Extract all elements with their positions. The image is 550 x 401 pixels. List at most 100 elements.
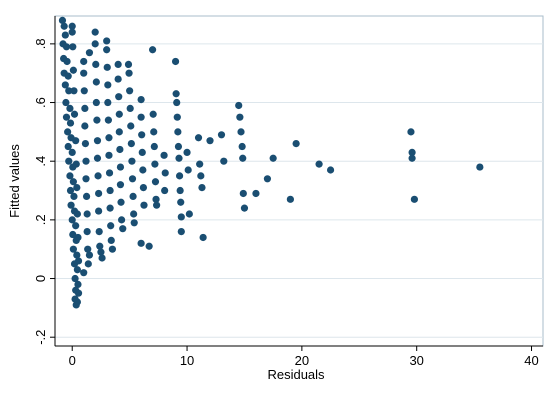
- x-tick-label: 30: [409, 353, 423, 368]
- data-point: [149, 46, 157, 54]
- data-point: [82, 192, 91, 200]
- data-point: [59, 40, 67, 48]
- data-point: [410, 195, 418, 203]
- data-point: [196, 160, 204, 168]
- data-point: [74, 257, 83, 265]
- data-point: [152, 195, 160, 203]
- x-tick-label: 20: [295, 353, 309, 368]
- data-point: [128, 157, 136, 165]
- data-point: [80, 57, 88, 66]
- data-point: [95, 228, 103, 236]
- data-point: [137, 113, 145, 121]
- data-point: [92, 98, 100, 107]
- data-point: [408, 154, 416, 162]
- data-point: [125, 69, 133, 77]
- data-point: [160, 151, 168, 159]
- data-point: [68, 22, 76, 30]
- data-point: [66, 119, 75, 127]
- data-point: [82, 157, 90, 165]
- data-point: [73, 184, 81, 192]
- data-point: [62, 113, 71, 121]
- data-point: [65, 157, 73, 165]
- data-point: [116, 163, 125, 171]
- data-point: [72, 160, 80, 168]
- data-point: [153, 201, 161, 209]
- data-point: [183, 148, 191, 156]
- data-point: [68, 216, 76, 224]
- data-point: [206, 137, 214, 145]
- data-point: [93, 116, 101, 124]
- data-point: [292, 140, 300, 148]
- data-point: [60, 69, 68, 77]
- data-point: [105, 151, 113, 159]
- data-point: [94, 172, 102, 180]
- data-point: [69, 178, 77, 186]
- data-point: [476, 163, 484, 171]
- data-point: [81, 140, 90, 148]
- data-point: [64, 128, 72, 136]
- data-point: [73, 210, 81, 218]
- data-point: [74, 280, 82, 288]
- data-point: [236, 113, 244, 121]
- data-point: [68, 28, 76, 36]
- data-point: [93, 137, 102, 145]
- data-point: [92, 60, 100, 68]
- x-axis-title: Residuals: [267, 367, 325, 382]
- data-point: [80, 69, 88, 77]
- data-point: [151, 178, 160, 186]
- data-point: [139, 184, 148, 192]
- data-point: [150, 142, 158, 151]
- data-point: [138, 148, 146, 156]
- data-point: [198, 184, 206, 192]
- data-point: [175, 172, 184, 180]
- data-point: [108, 245, 117, 253]
- data-point: [105, 169, 114, 177]
- data-point: [104, 116, 112, 124]
- data-point: [91, 40, 99, 48]
- data-point: [72, 137, 80, 145]
- data-point: [217, 131, 226, 139]
- data-point: [95, 207, 103, 215]
- data-point: [116, 145, 124, 154]
- data-point: [161, 186, 169, 195]
- data-point: [171, 57, 180, 66]
- data-point: [239, 189, 247, 198]
- y-tick-label: .2: [33, 214, 48, 225]
- data-point: [119, 225, 127, 233]
- data-point: [82, 175, 90, 183]
- data-point: [92, 78, 100, 86]
- data-point: [107, 236, 115, 244]
- data-point: [91, 28, 99, 36]
- data-point: [70, 110, 79, 118]
- data-point: [128, 175, 137, 183]
- data-point: [269, 154, 277, 162]
- data-point: [95, 189, 103, 198]
- data-point: [97, 248, 105, 256]
- data-point: [98, 254, 106, 262]
- data-point: [238, 142, 246, 151]
- y-tick-label: .6: [33, 97, 48, 108]
- x-tick-label: 40: [524, 353, 538, 368]
- data-point: [71, 274, 79, 283]
- data-point: [61, 31, 69, 39]
- data-point: [72, 222, 80, 230]
- data-point: [197, 172, 205, 180]
- data-point: [237, 128, 245, 136]
- data-point: [85, 251, 94, 259]
- data-point: [184, 166, 192, 174]
- data-points: [58, 16, 484, 309]
- data-point: [60, 22, 68, 30]
- data-point: [106, 204, 114, 212]
- data-point: [61, 81, 69, 89]
- data-point: [124, 60, 133, 68]
- y-tick-label: -.2: [33, 330, 48, 345]
- data-point: [252, 189, 260, 198]
- data-point: [176, 186, 184, 195]
- data-point: [408, 148, 416, 156]
- data-point: [315, 160, 323, 168]
- data-point: [80, 87, 88, 95]
- x-tick-label: 10: [180, 353, 194, 368]
- data-point: [70, 87, 78, 95]
- data-point: [107, 222, 115, 230]
